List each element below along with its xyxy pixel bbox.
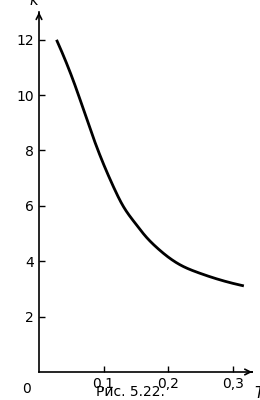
Text: 0: 0 [23, 382, 31, 396]
Text: Рис. 5.22.: Рис. 5.22. [96, 385, 164, 399]
Text: k: k [29, 0, 38, 8]
Text: T: T [254, 386, 260, 400]
